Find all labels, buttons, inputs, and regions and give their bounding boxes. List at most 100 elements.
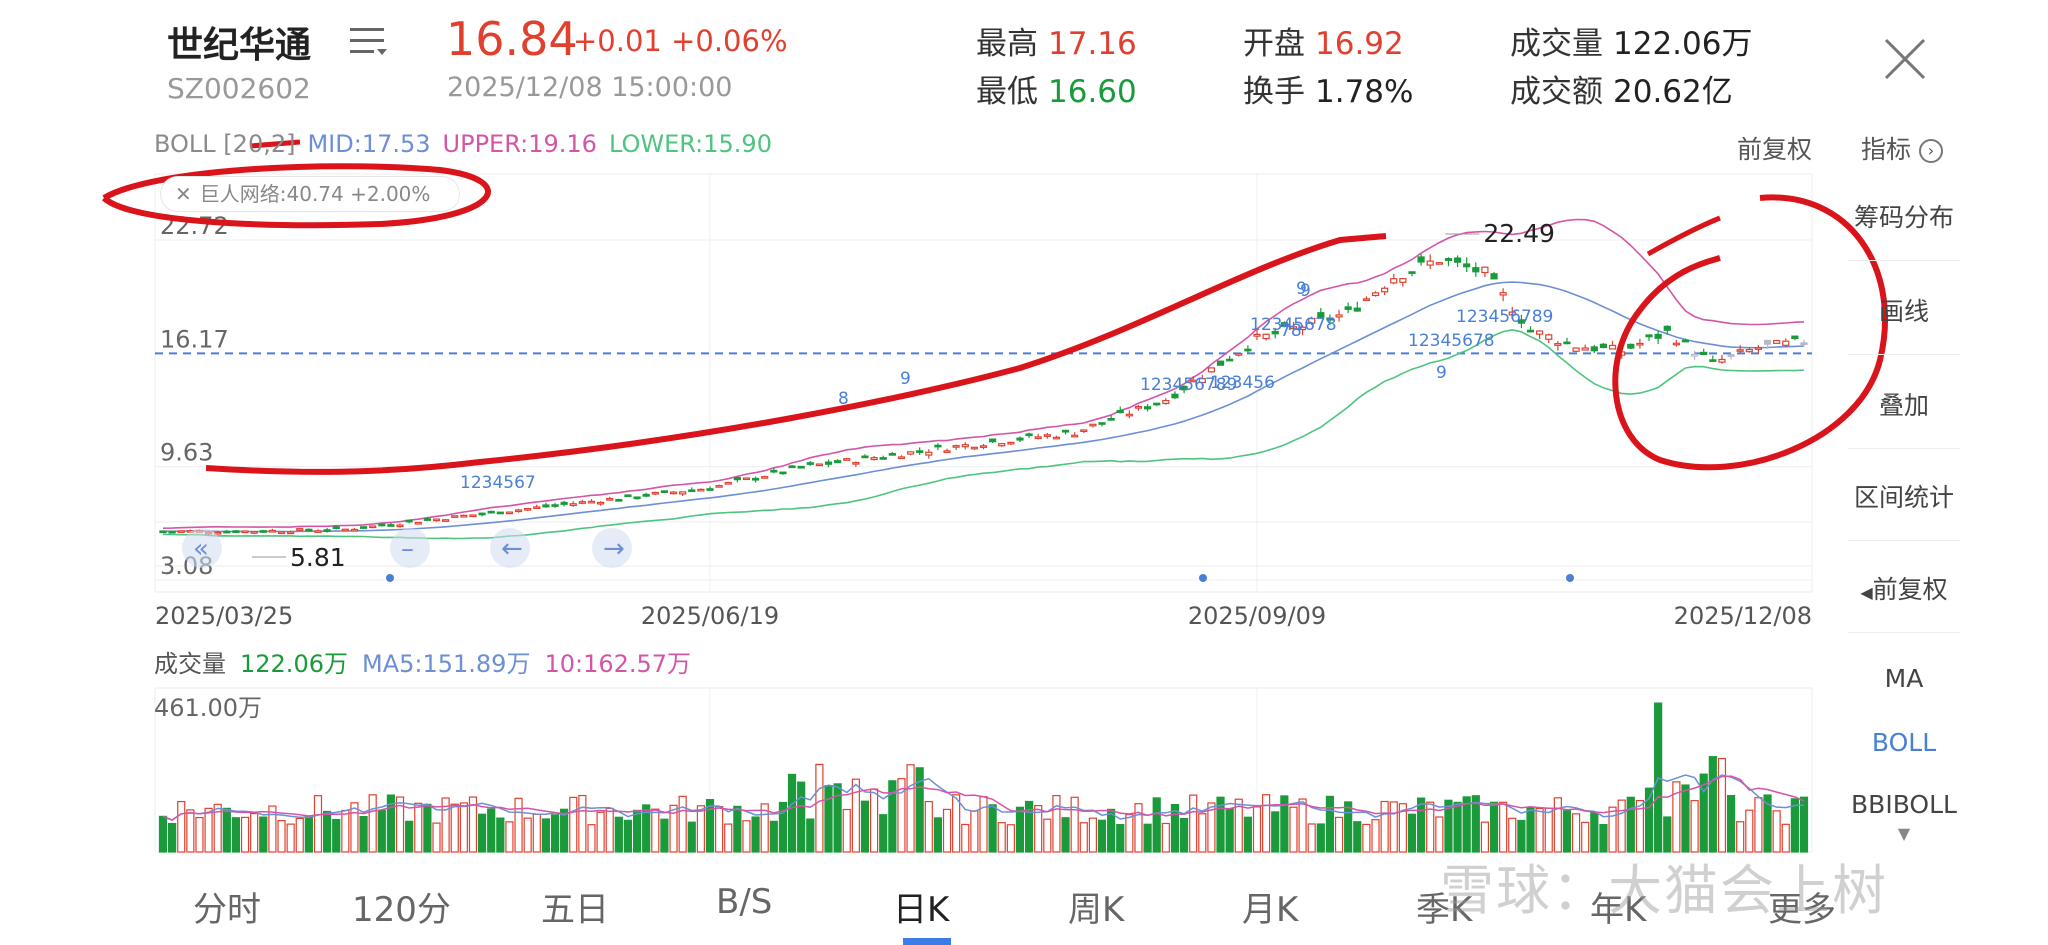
volume-bar (1325, 795, 1335, 853)
volume-bar (541, 818, 551, 853)
tab-yearly-k[interactable]: 年K (1590, 890, 1647, 930)
tab-timeshare[interactable]: 分时 (193, 890, 261, 930)
x-tick-label: 2025/12/08 (1674, 602, 1812, 630)
volume-bar (1599, 823, 1608, 853)
side-draw-line[interactable]: 画线 (1878, 297, 1929, 326)
candle-body (1326, 317, 1334, 321)
volume-bar (1061, 817, 1070, 853)
overlay-stock-label: 巨人网络:40.74 +2.00% (199, 182, 431, 206)
candle-body (551, 504, 559, 507)
candle-body (1399, 278, 1407, 283)
volume-bar (1006, 824, 1015, 853)
overlay-stock-pill[interactable]: ✕ 巨人网络:40.74 +2.00% (160, 176, 460, 212)
volume-bar (587, 824, 596, 853)
candle-body (1791, 335, 1799, 339)
volume-bar (1708, 756, 1717, 853)
event-dot[interactable] (1199, 574, 1207, 582)
candle-body (396, 524, 404, 528)
side-range-stats[interactable]: 区间统计 (1853, 483, 1954, 512)
tab-quarterly-k[interactable]: 季K (1416, 890, 1473, 930)
candle-body (906, 451, 915, 455)
volume-bar (578, 794, 587, 853)
candle-body (1654, 333, 1662, 339)
divider (1848, 448, 1960, 449)
volume-bar (1280, 795, 1289, 853)
side-adjust[interactable]: ◀前复权 (1840, 570, 1968, 606)
candle-body (587, 500, 596, 504)
indicator-boll[interactable]: BOLL (1871, 728, 1937, 757)
volume-legend-item: 成交量 (154, 650, 226, 678)
side-overlay[interactable]: 叠加 (1878, 391, 1929, 420)
volume-bar (523, 817, 532, 853)
candle-body (1153, 402, 1161, 406)
volume-bar (797, 781, 806, 853)
candle-body (332, 526, 340, 530)
tab-daily-k[interactable]: 日K (893, 890, 950, 930)
volume-bar (1307, 823, 1316, 853)
tab-5day[interactable]: 五日 (541, 890, 609, 930)
volume-bar (514, 797, 523, 853)
boll-mid-line (162, 281, 1805, 533)
side-chip-distribution[interactable]: 筹码分布 (1853, 203, 1954, 232)
volume-bar (1435, 816, 1444, 853)
volume-bar (395, 796, 405, 853)
close-icon[interactable] (1882, 36, 1928, 82)
volume-bar (1453, 801, 1462, 853)
candle-body (314, 530, 322, 533)
volume-legend-item: MA5:151.89万 (362, 650, 530, 678)
candle-body (1490, 273, 1498, 280)
volume-bar (760, 803, 769, 853)
volume-bar (1726, 795, 1736, 853)
sequence-label: 9 (900, 369, 911, 389)
volume-bar (423, 803, 432, 853)
candle-body (1499, 292, 1507, 296)
indicator-button[interactable]: 指标 › (1861, 130, 1943, 166)
candle-body (1335, 314, 1343, 318)
tab-bs[interactable]: B/S (716, 882, 773, 922)
volume-bar (1207, 802, 1216, 853)
volume-bar (860, 800, 870, 853)
indicator-ma[interactable]: MA (1884, 664, 1924, 693)
candle-body (1663, 325, 1671, 331)
candle-body (879, 457, 887, 460)
volume-bar (1517, 819, 1526, 853)
candle-body (1417, 256, 1425, 263)
candle-body (1763, 339, 1772, 345)
volume-legend-item: 10:162.57万 (544, 650, 691, 678)
volume-bar (222, 807, 231, 853)
volume-bar (432, 822, 441, 853)
x-tick-label: 2025/06/19 (641, 602, 779, 630)
candle-body (697, 488, 705, 492)
boll-mid: MID:17.53 (307, 130, 431, 158)
adjust-mode-label[interactable]: 前复权 (1737, 135, 1813, 164)
volume-bar (660, 818, 669, 853)
tab-weekly-k[interactable]: 周K (1068, 890, 1125, 930)
tab-more[interactable]: 更多 (1768, 890, 1836, 930)
volume-bar (970, 810, 979, 853)
volume-bar (268, 805, 277, 853)
candle-body (989, 438, 997, 443)
candle-body (897, 456, 906, 460)
tab-120min[interactable]: 120分 (352, 890, 451, 930)
candle-body (679, 491, 687, 495)
event-dot[interactable] (386, 574, 394, 582)
close-icon[interactable]: ✕ (175, 182, 192, 206)
candle-body (496, 511, 504, 515)
volume-bar (213, 803, 222, 853)
sequence-label: 123456789 (1140, 375, 1237, 395)
candle-body (1636, 342, 1644, 346)
caret-down-icon[interactable]: ▼ (1897, 824, 1911, 843)
indicator-bbiboll[interactable]: BBIBOLL (1851, 790, 1957, 819)
nav-button (490, 528, 530, 568)
volume-bar (505, 821, 514, 853)
tab-monthly-k[interactable]: 月K (1242, 890, 1299, 930)
list-icon[interactable] (346, 20, 390, 64)
candle-body (533, 506, 541, 510)
candle-body (788, 465, 796, 469)
event-dot[interactable] (1566, 574, 1574, 582)
volume-bar (1471, 795, 1480, 853)
volume-bar (459, 802, 468, 853)
volume-bar (642, 804, 651, 853)
candle-body (159, 530, 167, 534)
